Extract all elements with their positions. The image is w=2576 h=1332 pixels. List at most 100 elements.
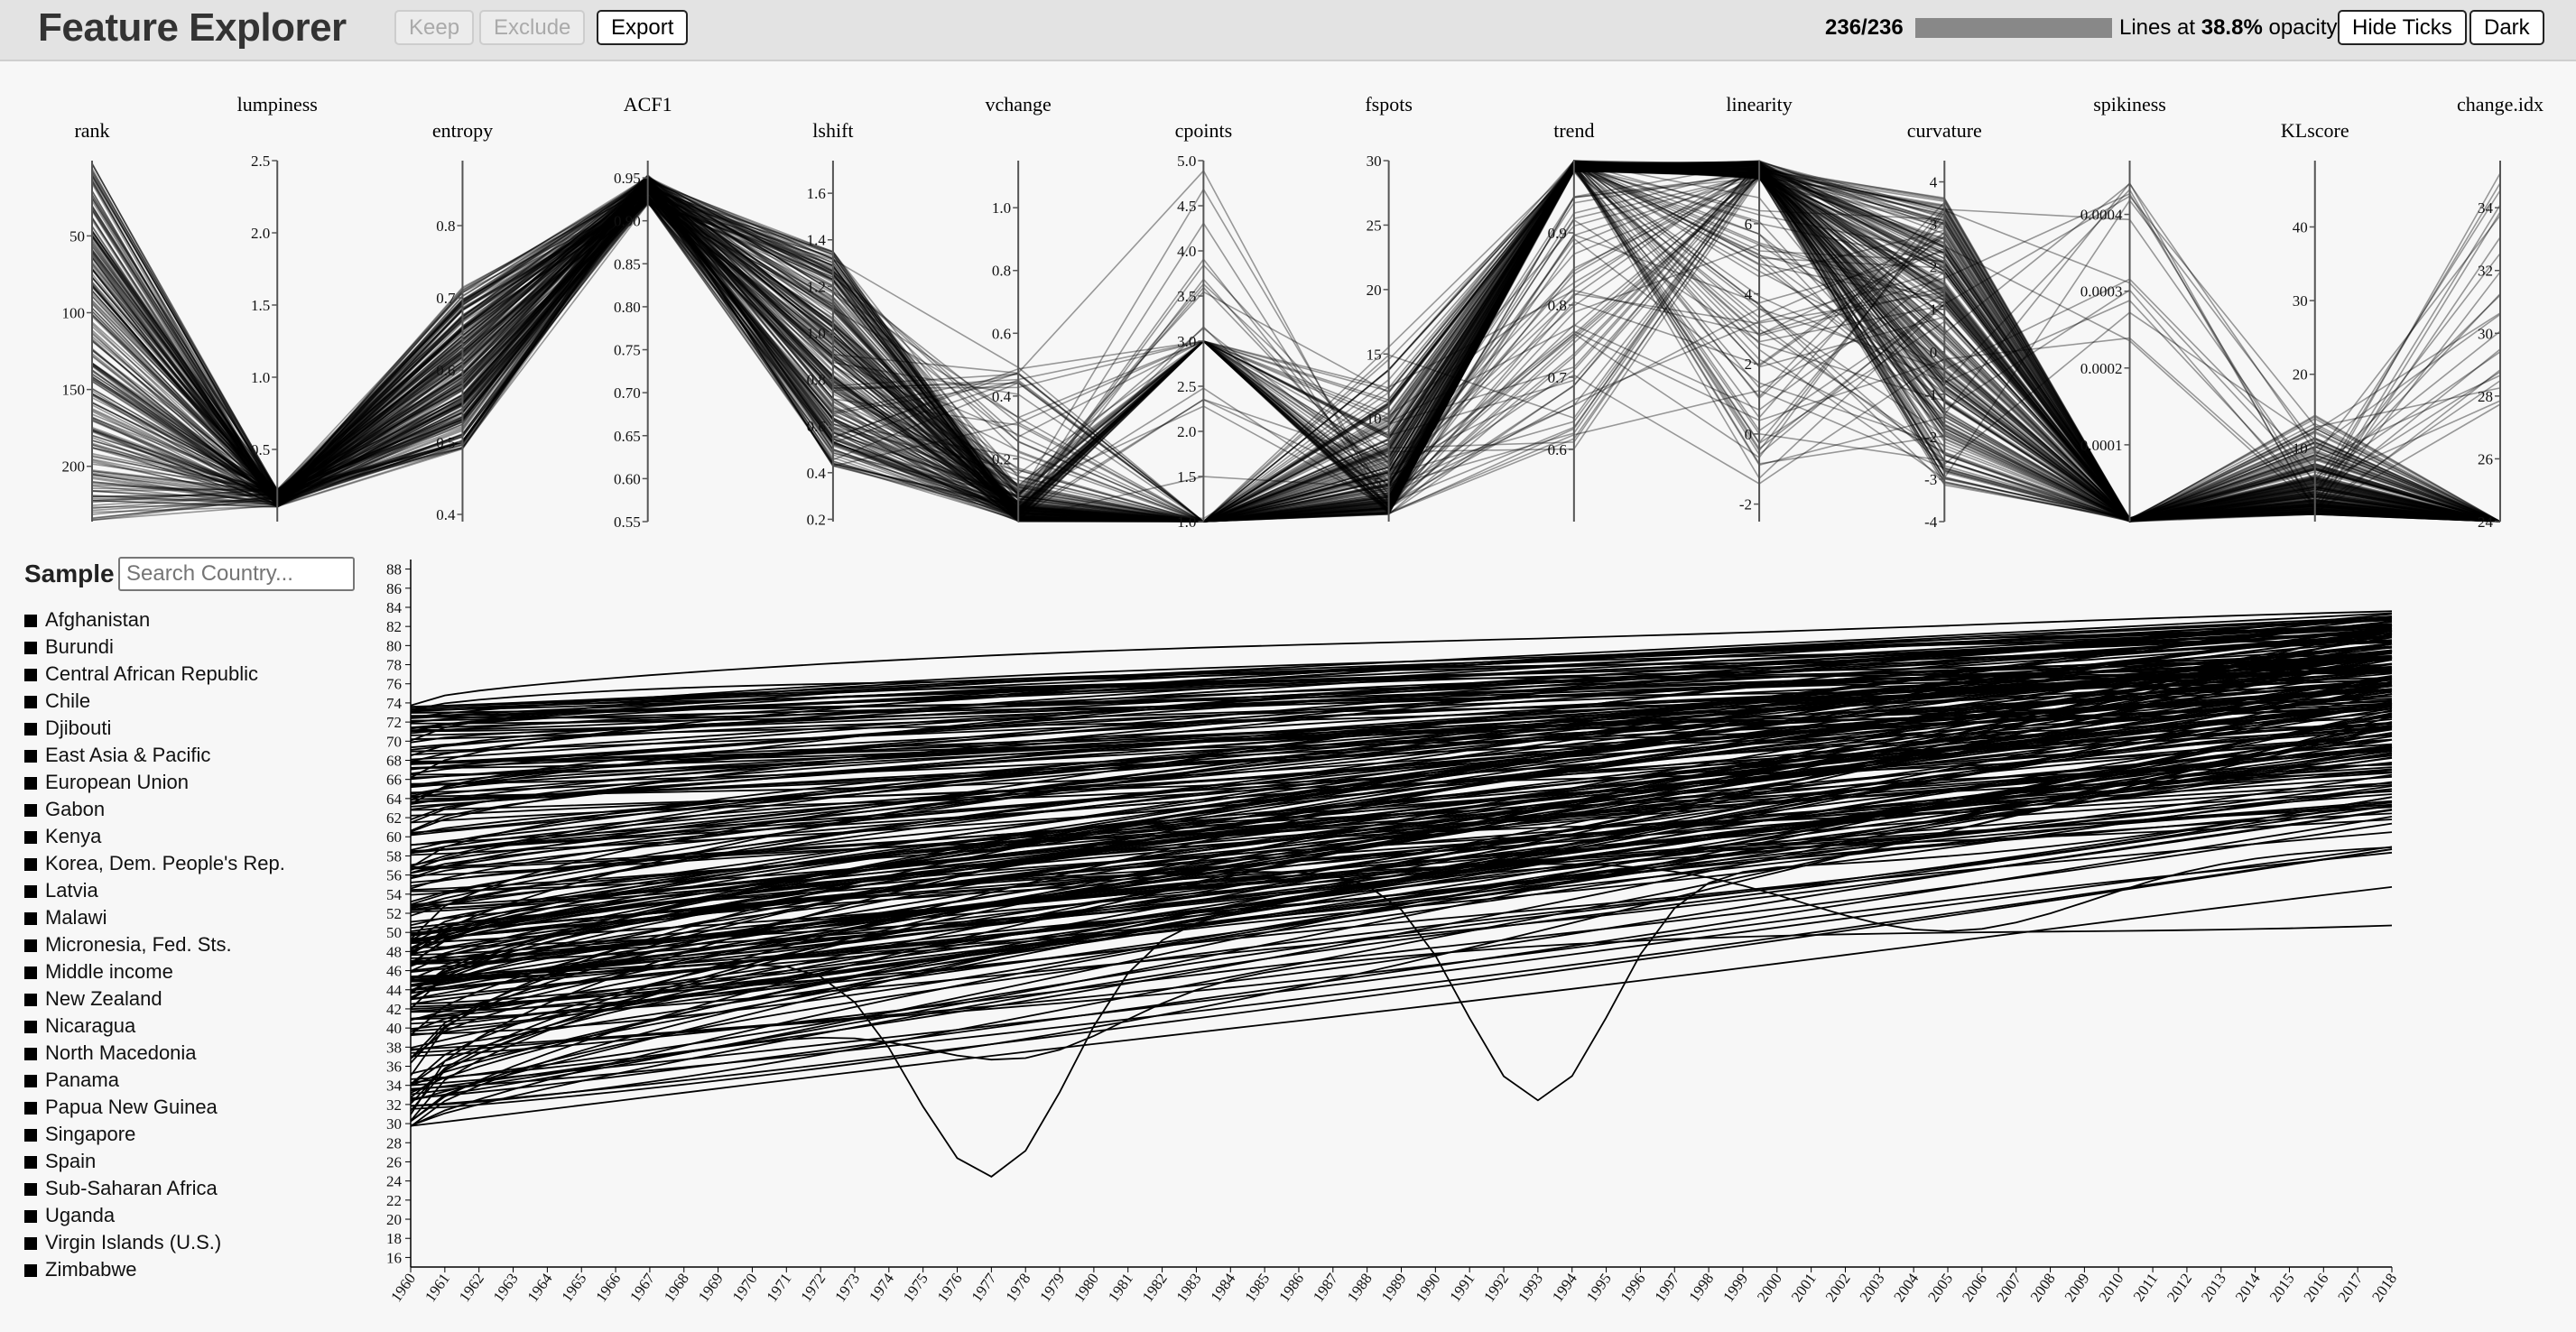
pc-line (91, 174, 2501, 523)
ts-x-tick-label: 2011 (2130, 1270, 2162, 1304)
pc-line (91, 166, 2501, 523)
search-country-input[interactable] (118, 557, 355, 591)
pc-tick-label: 0.4 (436, 506, 456, 523)
pc-axis[interactable]: spikiness 0.0001 0.0002 0.0003 0.0004 (2080, 93, 2166, 522)
pc-axis[interactable]: cpoints 1.0 1.5 2.0 2.5 3.0 3.5 4.0 4.5 5.0 (1175, 119, 1233, 529)
pc-axis[interactable]: change.idx 24 26 28 30 32 34 (2457, 93, 2544, 529)
pc-axis[interactable]: lumpiness 0.5 1.0 1.5 2.0 2.5 (237, 93, 318, 522)
pc-line (91, 180, 2501, 523)
country-item[interactable]: Afghanistan (24, 606, 285, 634)
country-item[interactable]: Gabon (24, 796, 285, 823)
country-item[interactable]: Middle income (24, 958, 285, 985)
pc-tick-label: 0.95 (614, 170, 641, 187)
pc-axis[interactable]: linearity -2 0 2 4 6 (1726, 93, 1793, 522)
pc-line (91, 168, 2501, 523)
country-label: Panama (45, 1068, 119, 1091)
hide-ticks-button[interactable]: Hide Ticks (2338, 10, 2467, 45)
pc-axis[interactable]: entropy 0.4 0.5 0.6 0.7 0.8 (432, 119, 493, 523)
pc-axis[interactable]: trend 0.6 0.7 0.8 0.9 (1548, 119, 1595, 522)
country-item[interactable]: Latvia (24, 877, 285, 904)
country-item[interactable]: Singapore (24, 1121, 285, 1148)
pc-tick-label: 15 (1367, 346, 1382, 363)
pc-line (91, 162, 2501, 523)
pc-line (91, 177, 2501, 523)
country-item[interactable]: Djibouti (24, 715, 285, 742)
pc-line (91, 161, 2501, 523)
pc-line (91, 165, 2501, 523)
pc-axis[interactable]: rank 50 100 150 200 (62, 119, 110, 522)
country-label: Zimbabwe (45, 1258, 137, 1281)
ts-x-tick-label: 1982 (1139, 1270, 1171, 1305)
keep-button[interactable]: Keep (394, 10, 475, 45)
exclude-button[interactable]: Exclude (479, 10, 586, 45)
country-item[interactable]: Kenya (24, 823, 285, 850)
country-swatch (24, 723, 37, 735)
pc-tick-label: -2 (1924, 429, 1937, 446)
pc-axis[interactable]: curvature -4 -3 -2 -1 0 1 2 3 4 (1907, 119, 1982, 529)
country-item[interactable]: East Asia & Pacific (24, 742, 285, 769)
dark-mode-button[interactable]: Dark (2469, 10, 2544, 45)
country-item[interactable]: Virgin Islands (U.S.) (24, 1229, 285, 1256)
pc-line (91, 167, 2501, 523)
country-label: Djibouti (45, 717, 112, 739)
country-swatch (24, 1183, 37, 1196)
ts-y-tick-label: 16 (386, 1249, 402, 1266)
ts-series-line (410, 848, 2393, 1107)
pc-line (91, 177, 2501, 523)
pc-line (91, 162, 2501, 520)
ts-y-tick-label: 72 (386, 714, 402, 731)
country-item[interactable]: New Zealand (24, 985, 285, 1013)
pc-tick-label: 24 (2478, 513, 2494, 529)
country-item[interactable]: Zimbabwe (24, 1256, 285, 1283)
country-item[interactable]: Sub-Saharan Africa (24, 1175, 285, 1202)
pc-line (91, 162, 2501, 523)
country-item[interactable]: Burundi (24, 634, 285, 661)
ts-x-tick-label: 1991 (1446, 1270, 1478, 1305)
country-label: Uganda (45, 1204, 116, 1226)
pc-line (91, 162, 2501, 523)
country-label: Middle income (45, 960, 173, 983)
ts-y-tick-label: 44 (386, 982, 403, 999)
country-item[interactable]: Spain (24, 1148, 285, 1175)
pc-line (91, 170, 2501, 523)
pc-tick-label: 0.65 (614, 428, 641, 445)
pc-line (91, 169, 2501, 523)
export-button[interactable]: Export (597, 10, 689, 45)
pc-line (91, 162, 2501, 523)
pc-line (91, 177, 2501, 523)
ts-series-line (410, 706, 2393, 906)
country-item[interactable]: Uganda (24, 1202, 285, 1229)
ts-y-tick-label: 26 (386, 1153, 402, 1170)
pc-line (91, 169, 2501, 523)
country-item[interactable]: Papua New Guinea (24, 1094, 285, 1121)
ts-x-tick-label: 1972 (797, 1270, 829, 1305)
country-item[interactable]: Chile (24, 688, 285, 715)
pc-line (91, 161, 2501, 523)
country-item[interactable]: North Macedonia (24, 1040, 285, 1067)
country-item[interactable]: Korea, Dem. People's Rep. (24, 850, 285, 877)
country-item[interactable]: Nicaragua (24, 1013, 285, 1040)
pc-axis-label: lumpiness (237, 93, 318, 116)
country-item[interactable]: European Union (24, 769, 285, 796)
ts-series-line (410, 624, 2393, 713)
ts-y-tick-label: 74 (386, 695, 403, 712)
ts-x-tick-label: 1983 (1173, 1270, 1205, 1305)
pc-axis[interactable]: vchange 0.2 0.4 0.6 0.8 1.0 (986, 93, 1052, 522)
pc-axis[interactable]: ACF1 0.55 0.60 0.65 0.70 0.75 0.80 0.85 0.90 0.95 (614, 93, 672, 529)
pc-line (91, 161, 2501, 523)
country-item[interactable]: Panama (24, 1067, 285, 1094)
country-item[interactable]: Central African Republic (24, 661, 285, 688)
pc-tick-label: 2 (1930, 259, 1938, 276)
pc-axis[interactable]: fspots 5 10 15 20 25 30 (1365, 93, 1413, 522)
pc-tick-label: 20 (2293, 366, 2308, 384)
pc-line (91, 162, 2501, 523)
ts-y-tick-label: 52 (386, 905, 402, 922)
pc-axis-label: lshift (812, 119, 853, 142)
pc-axis[interactable]: lshift 0.2 0.4 0.6 0.8 1.0 1.2 1.4 1.6 (807, 119, 854, 528)
country-label: Central African Republic (45, 662, 259, 685)
country-item[interactable]: Micronesia, Fed. Sts. (24, 931, 285, 958)
pc-axis[interactable]: KLscore 10 20 30 40 (2281, 119, 2349, 522)
pc-line (91, 177, 2501, 523)
country-item[interactable]: Malawi (24, 904, 285, 931)
